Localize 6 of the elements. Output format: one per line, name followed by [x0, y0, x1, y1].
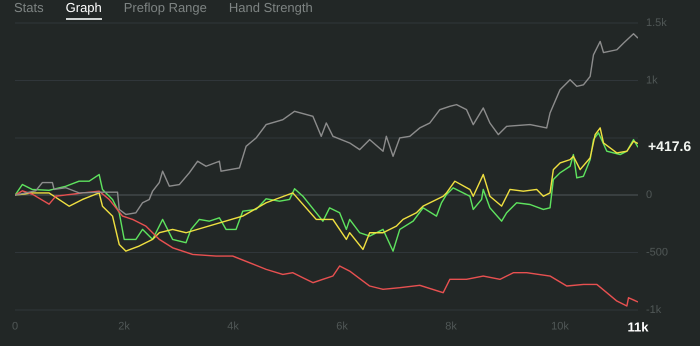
annotation: +417.6	[648, 138, 692, 154]
text: Preflop Range	[124, 0, 207, 17]
x-tick-label: 11k	[628, 319, 650, 334]
text: Stats	[14, 0, 44, 17]
text: Hand Strength	[228, 0, 313, 17]
text: Graph	[66, 0, 102, 17]
